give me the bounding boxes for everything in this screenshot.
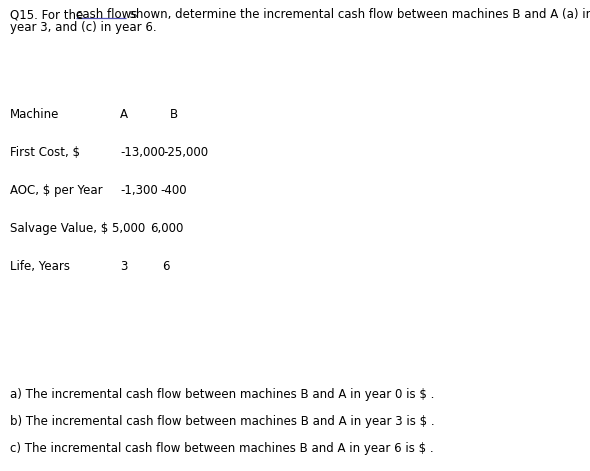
Text: Q15. For the: Q15. For the bbox=[10, 8, 87, 21]
Text: A: A bbox=[120, 108, 128, 121]
Text: Machine: Machine bbox=[10, 108, 60, 121]
Text: AOC, $ per Year: AOC, $ per Year bbox=[10, 184, 103, 197]
Text: Life, Years: Life, Years bbox=[10, 260, 70, 273]
Text: year 3, and (c) in year 6.: year 3, and (c) in year 6. bbox=[10, 21, 156, 33]
Text: 6: 6 bbox=[162, 260, 169, 273]
Text: First Cost, $: First Cost, $ bbox=[10, 146, 80, 159]
Text: c) The incremental cash flow between machines B and A in year 6 is $ .: c) The incremental cash flow between mac… bbox=[10, 442, 434, 455]
Text: -1,300: -1,300 bbox=[120, 184, 158, 197]
Text: Salvage Value, $ 5,000: Salvage Value, $ 5,000 bbox=[10, 222, 145, 235]
Text: -13,000: -13,000 bbox=[120, 146, 165, 159]
Text: -400: -400 bbox=[160, 184, 186, 197]
Text: b) The incremental cash flow between machines B and A in year 3 is $ .: b) The incremental cash flow between mac… bbox=[10, 415, 435, 428]
Text: 6,000: 6,000 bbox=[150, 222, 183, 235]
Text: shown, determine the incremental cash flow between machines B and A (a) in year : shown, determine the incremental cash fl… bbox=[126, 8, 590, 21]
Text: 3: 3 bbox=[120, 260, 127, 273]
Text: B: B bbox=[170, 108, 178, 121]
Text: a) The incremental cash flow between machines B and A in year 0 is $ .: a) The incremental cash flow between mac… bbox=[10, 388, 434, 401]
Text: cash flows: cash flows bbox=[76, 8, 137, 21]
Text: -25,000: -25,000 bbox=[163, 146, 208, 159]
